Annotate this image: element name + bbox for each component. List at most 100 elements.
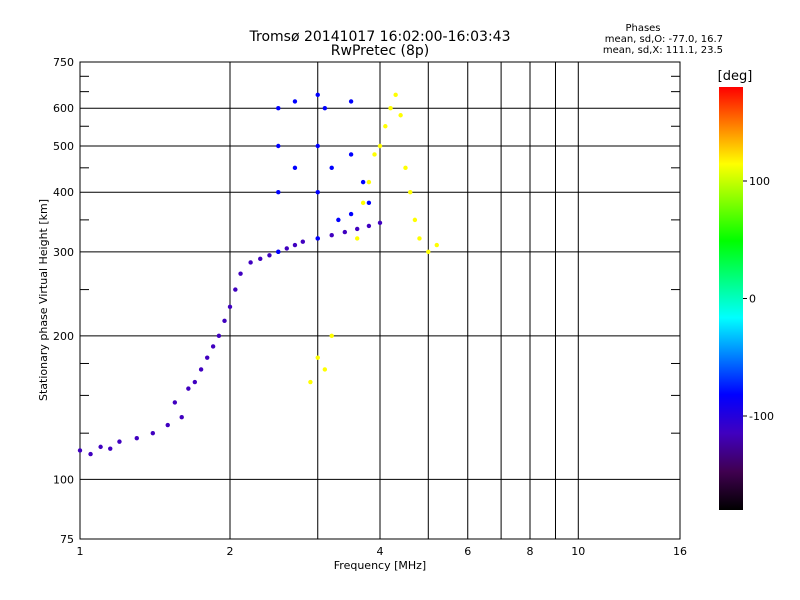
data-point: [383, 124, 388, 129]
data-point: [342, 229, 348, 235]
data-point: [348, 152, 354, 157]
x-tick-label: 8: [527, 545, 534, 558]
data-point: [366, 223, 372, 229]
y-tick-label: 500: [53, 140, 74, 153]
data-point: [393, 92, 398, 98]
data-point: [186, 386, 191, 391]
data-point: [134, 436, 139, 441]
y-tick-label: 100: [53, 473, 74, 486]
x-tick-label: 6: [464, 545, 471, 558]
colorbar-ticks: -100 0 100: [743, 175, 774, 423]
data-point: [366, 200, 372, 206]
data-point: [417, 236, 422, 241]
data-points: [77, 92, 439, 457]
x-tick-label: 1: [77, 545, 84, 558]
data-point: [336, 217, 341, 223]
data-point: [117, 439, 122, 444]
colorbar: [deg] -100 0 100: [718, 69, 774, 510]
grid-lines: [80, 62, 680, 539]
data-point: [322, 367, 328, 372]
data-point: [150, 430, 156, 436]
data-point: [233, 287, 238, 292]
y-tick-label: 750: [53, 56, 74, 69]
x-tick-label: 2: [227, 545, 234, 558]
data-point: [426, 249, 431, 255]
phases-annotation-line2: mean, sd,X: 111.1, 23.5: [603, 45, 723, 56]
data-point: [165, 422, 170, 428]
data-point: [372, 152, 377, 157]
data-point: [98, 444, 103, 450]
data-point: [354, 236, 360, 241]
data-point: [377, 143, 383, 149]
data-point: [292, 99, 298, 104]
data-point: [267, 253, 272, 258]
colorbar-tick-label: -100: [749, 410, 774, 423]
data-point: [222, 318, 227, 324]
data-point: [329, 233, 334, 238]
data-point: [322, 106, 328, 111]
data-point: [258, 256, 263, 262]
data-point: [179, 415, 184, 420]
data-point: [360, 179, 366, 185]
data-point: [77, 448, 83, 453]
x-axis-label: Frequency [MHz]: [334, 559, 426, 572]
data-point: [172, 400, 178, 405]
data-point: [210, 344, 216, 349]
y-tick-label: 300: [53, 246, 74, 259]
y-tick-label: 200: [53, 330, 74, 343]
data-point: [360, 200, 366, 206]
data-point: [292, 242, 298, 248]
data-point: [216, 333, 222, 339]
data-point: [329, 165, 334, 171]
data-point: [403, 165, 408, 171]
chart-title: Tromsø 20141017 16:02:00-16:03:43: [249, 29, 511, 45]
data-point: [308, 379, 313, 385]
data-point: [276, 106, 281, 111]
x-tick-label: 10: [571, 545, 585, 558]
data-point: [315, 190, 320, 195]
colorbar-gradient: [719, 87, 743, 510]
phases-annotation-title: Phases: [625, 23, 660, 34]
colorbar-tick-label: 100: [749, 175, 770, 188]
x-tick-label: 16: [673, 545, 687, 558]
data-point: [315, 355, 320, 360]
data-point: [300, 239, 306, 244]
data-point: [408, 190, 413, 195]
data-point: [276, 190, 281, 195]
plot-area: 1 2 4 6 8 10 16 75 100 200 300 400 500 600 750: [53, 56, 687, 558]
chart-subtitle: RwPretec (8p): [331, 43, 429, 59]
data-point: [315, 92, 320, 98]
colorbar-tick-label: 0: [749, 293, 756, 306]
data-point: [398, 113, 403, 118]
y-axis-label: Stationary phase Virtual Height [km]: [37, 199, 50, 401]
data-point: [348, 211, 354, 217]
data-point: [366, 179, 372, 185]
data-point: [354, 226, 360, 232]
y-tick-label: 400: [53, 186, 74, 199]
phases-annotation-line1: mean, sd,O: -77.0, 16.7: [605, 34, 723, 45]
data-point: [204, 355, 210, 360]
colorbar-label: [deg]: [718, 69, 753, 84]
data-point: [238, 271, 243, 276]
data-point: [329, 333, 334, 339]
data-point: [198, 367, 204, 372]
data-point: [434, 242, 439, 248]
data-point: [388, 106, 393, 111]
data-point: [284, 246, 289, 251]
data-point: [292, 165, 298, 171]
data-point: [227, 304, 233, 310]
data-point: [315, 143, 320, 149]
x-tick-label: 4: [377, 545, 384, 558]
y-tick-label: 600: [53, 102, 74, 115]
y-tick-label: 75: [60, 533, 74, 546]
data-point: [377, 220, 383, 226]
data-point: [315, 236, 320, 241]
data-point: [276, 249, 281, 255]
data-point: [248, 260, 253, 265]
axes: 1 2 4 6 8 10 16 75 100 200 300 400 500 600 750: [53, 56, 687, 558]
data-point: [108, 446, 113, 451]
data-point: [348, 99, 354, 104]
data-point: [192, 379, 198, 385]
data-point: [88, 451, 93, 457]
